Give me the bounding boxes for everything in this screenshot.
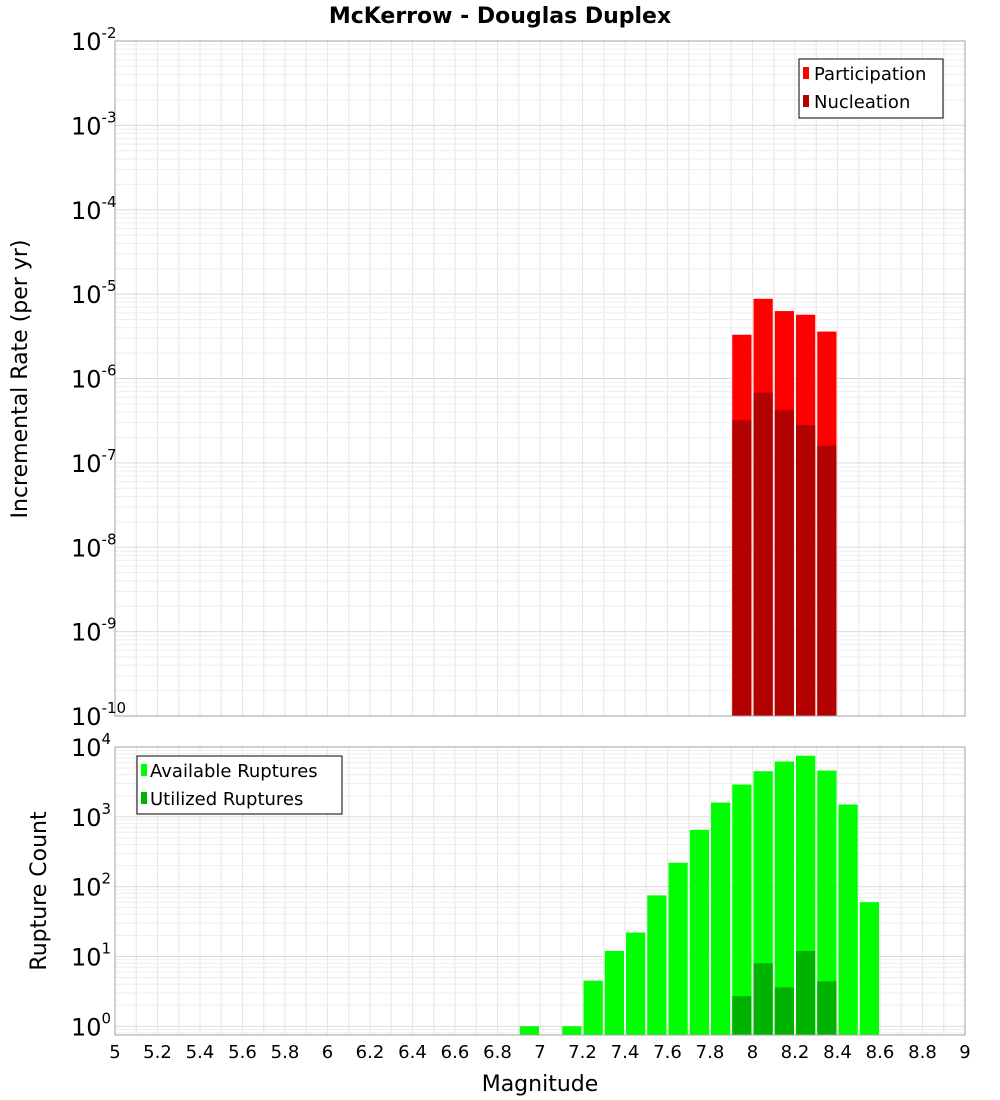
x-tick-label: 7.6 [653, 1042, 682, 1063]
utilized-ruptures-bar [774, 987, 794, 1035]
top-panel: 10-10 10-9 10-8 10-7 10-6 10-5 10-4 10-3 10-2 In… [8, 24, 966, 731]
utilized-ruptures-bar [817, 981, 837, 1035]
y-tick-label: 100 [71, 1009, 111, 1041]
y-tick-label: 10-3 [71, 108, 117, 140]
available-ruptures-bar [562, 1026, 582, 1035]
x-tick-label: 6.2 [356, 1042, 385, 1063]
legend-nucleation-label: Nucleation [814, 92, 910, 113]
x-tick-label: 6.8 [483, 1042, 512, 1063]
available-ruptures-bar [732, 784, 752, 1035]
y-tick-label: 10-7 [71, 446, 117, 478]
x-tick-label: 8.4 [823, 1042, 852, 1063]
bottom-panel: 100 101 102 103 104 5 5.2 5.4 5.6 5.8 6 6.2 6.4 6.6 6… [27, 730, 971, 1097]
available-ruptures-bar [668, 862, 688, 1035]
x-tick-label: 6 [322, 1042, 333, 1063]
y-tick-label: 103 [71, 800, 111, 832]
x-tick-label: 9 [959, 1042, 970, 1063]
available-swatch [141, 764, 147, 776]
top-plot-border [114, 40, 966, 717]
available-ruptures-bar [519, 1026, 539, 1035]
x-axis-label: Magnitude [482, 1072, 599, 1097]
x-tick-label: 5.2 [143, 1042, 172, 1063]
available-ruptures-bar [583, 980, 603, 1035]
x-tick-label: 8.6 [866, 1042, 895, 1063]
x-tick-label: 7 [534, 1042, 545, 1063]
nucleation-swatch [803, 95, 809, 107]
bottom-legend: Available Ruptures Utilized Ruptures [136, 755, 343, 815]
available-ruptures-bar [859, 902, 879, 1035]
x-tick-label: 5.8 [271, 1042, 300, 1063]
top-y-tick-labels: 10-10 10-9 10-8 10-7 10-6 10-5 10-4 10-3 10-2 [71, 24, 126, 731]
top-bars [732, 298, 837, 716]
y-tick-label: 10-8 [71, 530, 117, 562]
bottom-plot-border [114, 746, 966, 1036]
y-tick-label: 101 [71, 939, 111, 971]
x-tick-label: 5.6 [228, 1042, 257, 1063]
available-ruptures-bar [626, 932, 646, 1035]
chart-title: McKerrow - Douglas Duplex [329, 4, 671, 29]
utilized-swatch [141, 792, 147, 804]
x-tick-label: 8 [747, 1042, 758, 1063]
participation-swatch [803, 67, 809, 79]
top-gridlines [114, 40, 966, 717]
bottom-bars [519, 755, 879, 1035]
bottom-legend-box [136, 755, 343, 815]
available-ruptures-bar [838, 804, 858, 1035]
legend-available-label: Available Ruptures [150, 761, 318, 782]
x-tick-label: 5.4 [186, 1042, 215, 1063]
available-ruptures-bar [711, 802, 731, 1035]
available-ruptures-bar [774, 761, 794, 1035]
top-y-axis-label: Incremental Rate (per yr) [8, 240, 33, 519]
available-ruptures-bar [647, 895, 667, 1035]
x-tick-label: 7.4 [611, 1042, 640, 1063]
x-tick-label: 8.8 [908, 1042, 937, 1063]
x-tick-label: 7.8 [696, 1042, 725, 1063]
legend-participation-label: Participation [814, 64, 926, 85]
bottom-y-tick-labels: 100 101 102 103 104 [71, 730, 111, 1041]
x-tick-label: 7.2 [568, 1042, 597, 1063]
available-ruptures-bar [604, 950, 624, 1035]
nucleation-bar [817, 445, 837, 716]
x-tick-label: 5 [109, 1042, 120, 1063]
nucleation-bar [774, 410, 794, 716]
y-tick-label: 104 [71, 730, 111, 762]
y-tick-label: 10-4 [71, 193, 117, 225]
x-tick-label: 6.6 [441, 1042, 470, 1063]
y-tick-label: 10-10 [71, 699, 126, 731]
nucleation-bar [753, 392, 773, 716]
top-legend-box [798, 58, 944, 119]
available-ruptures-bar [689, 829, 709, 1035]
available-ruptures-bar [817, 770, 837, 1035]
nucleation-bar [732, 420, 752, 716]
nucleation-bar [796, 425, 816, 716]
y-tick-label: 10-9 [71, 615, 117, 647]
x-tick-label: 6.4 [398, 1042, 427, 1063]
top-legend: Participation Nucleation [798, 58, 944, 119]
x-tick-label: 8.2 [781, 1042, 810, 1063]
y-tick-label: 102 [71, 870, 111, 902]
y-tick-label: 10-5 [71, 277, 117, 309]
utilized-ruptures-bar [753, 963, 773, 1035]
utilized-ruptures-bar [732, 996, 752, 1035]
legend-utilized-label: Utilized Ruptures [150, 789, 303, 810]
y-tick-label: 10-2 [71, 24, 117, 56]
utilized-ruptures-bar [796, 950, 816, 1035]
x-tick-labels: 5 5.2 5.4 5.6 5.8 6 6.2 6.4 6.6 6.8 7 7.2 7.4 7.6 7.8 8… [109, 1042, 970, 1063]
y-tick-label: 10-6 [71, 362, 117, 394]
bottom-y-axis-label: Rupture Count [27, 811, 52, 971]
